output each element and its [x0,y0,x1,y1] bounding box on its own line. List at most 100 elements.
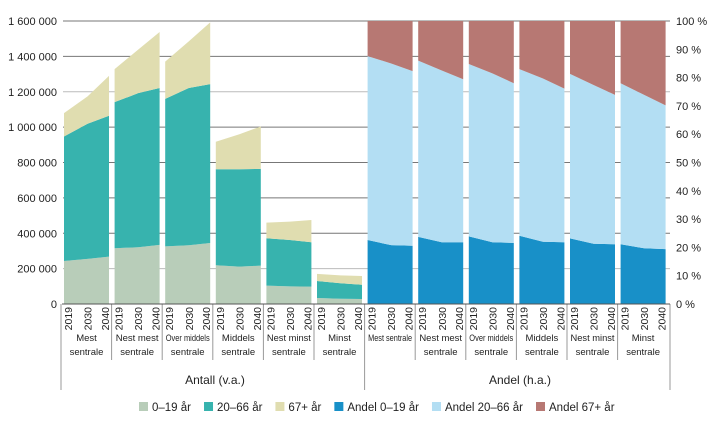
area-20-66-r-6 [317,281,362,300]
x-tick-label: 2019 [518,307,530,331]
group-label: sentrale [474,347,508,358]
area-0-19-r-1 [64,256,109,304]
y-tick-label-left: 600 000 [17,193,57,205]
area-andel-20-66-r-6 [620,83,666,250]
area-andel-0-19-r-3 [468,236,514,304]
group-label: sentrale [221,347,255,358]
y-tick-label-right: 40 % [676,186,701,198]
x-tick-label: 2030 [184,307,196,331]
area-20-66-r-4 [215,168,261,267]
area-andel-67-r-1 [367,21,413,72]
x-tick-label: 2040 [404,307,416,331]
legend-label: 0–19 år [152,402,191,414]
legend-swatch [275,402,285,411]
group-label: Middels [222,333,255,344]
area-67-r-5 [266,219,312,243]
x-tick-label: 2040 [302,307,314,331]
area-20-66-r-2 [114,88,160,249]
area-20-66-r-3 [165,84,211,247]
legend-label: Andel 0–19 år [347,402,419,414]
y-tick-label-right: 30 % [676,214,701,226]
y-tick-label-right: 60 % [676,129,701,141]
area-andel-0-19-r-5 [570,238,615,304]
x-tick-label: 2019 [215,307,227,331]
x-tick-label: 2030 [538,307,550,331]
group-label: sentrale [120,347,154,358]
y-tick-label-left: 1 200 000 [8,87,57,99]
x-tick-label: 2019 [620,307,632,331]
area-andel-20-66-r-1 [367,56,413,246]
area-0-19-r-2 [114,244,160,304]
x-tick-label: 2040 [657,307,669,331]
x-tick-label: 2030 [639,307,651,331]
group-label: Nest mest [419,333,462,344]
y-tick-label-right: 90 % [676,44,701,56]
legend-label: 67+ år [288,402,321,414]
panel-label-right: Andel (h.a.) [489,373,551,387]
area-andel-67-r-6 [620,21,666,106]
area-andel-20-66-r-5 [570,73,615,245]
y-tick-label-left: 200 000 [17,264,57,276]
area-67-r-3 [165,22,211,99]
y-tick-label-right: 70 % [676,101,701,113]
y-tick-label-right: 50 % [676,158,701,170]
group-label: Middels [526,333,559,344]
group-label: sentrale [272,347,306,358]
y-tick-label-left: 800 000 [17,158,57,170]
group-label: sentrale [424,347,458,358]
x-tick-label: 2019 [468,307,480,331]
x-tick-label: 2019 [417,307,429,331]
area-0-19-r-4 [215,265,261,304]
y-tick-label-right: 0 % [676,299,695,311]
area-0-19-r-6 [317,297,362,304]
area-andel-67-r-2 [418,21,464,80]
group-label: sentrale [70,347,104,358]
x-tick-label: 2019 [63,307,75,331]
group-label: Mest [76,333,97,344]
area-20-66-r-1 [64,115,109,262]
area-67-r-1 [64,75,109,137]
area-andel-67-r-4 [519,21,565,89]
area-andel-20-66-r-3 [468,64,514,243]
group-label: Nest mest [116,333,159,344]
x-tick-label: 2030 [487,307,499,331]
group-label: sentrale [576,347,610,358]
y-tick-label-left: 1 000 000 [8,122,57,134]
area-andel-20-66-r-4 [519,69,565,243]
area-andel-0-19-r-6 [620,244,666,304]
area-andel-67-r-5 [570,21,615,95]
group-label: Over middels [166,333,210,344]
y-tick-label-right: 10 % [676,271,701,283]
area-0-19-r-3 [165,242,211,304]
y-tick-label-right: 100 % [676,16,707,28]
group-label: Over middels [469,333,513,344]
x-tick-label: 2040 [151,307,163,331]
area-67-r-2 [114,31,160,103]
x-tick-label: 2030 [386,307,398,331]
x-tick-label: 2030 [133,307,145,331]
x-tick-label: 2030 [589,307,601,331]
x-tick-label: 2030 [234,307,246,331]
group-label: Nest minst [267,333,311,344]
x-tick-label: 2019 [164,307,176,331]
group-label: Mest sentrale [368,333,412,344]
area-67-r-6 [317,273,362,285]
area-0-19-r-5 [266,285,312,304]
x-tick-label: 2030 [437,307,449,331]
x-tick-label: 2040 [201,307,213,331]
x-tick-label: 2030 [336,307,348,331]
x-tick-label: 2019 [265,307,277,331]
y-tick-label-left: 400 000 [17,228,57,240]
x-tick-label: 2040 [505,307,517,331]
area-andel-0-19-r-1 [367,240,413,304]
area-andel-20-66-r-2 [418,60,464,243]
group-label: sentrale [171,347,205,358]
x-tick-label: 2030 [285,307,297,331]
x-tick-label: 2040 [454,307,466,331]
legend-label: Andel 20–66 år [445,402,523,414]
area-andel-0-19-r-2 [418,236,464,304]
legend-swatch [431,402,441,411]
group-label: Nest minst [571,333,615,344]
legend-swatch [536,402,545,411]
